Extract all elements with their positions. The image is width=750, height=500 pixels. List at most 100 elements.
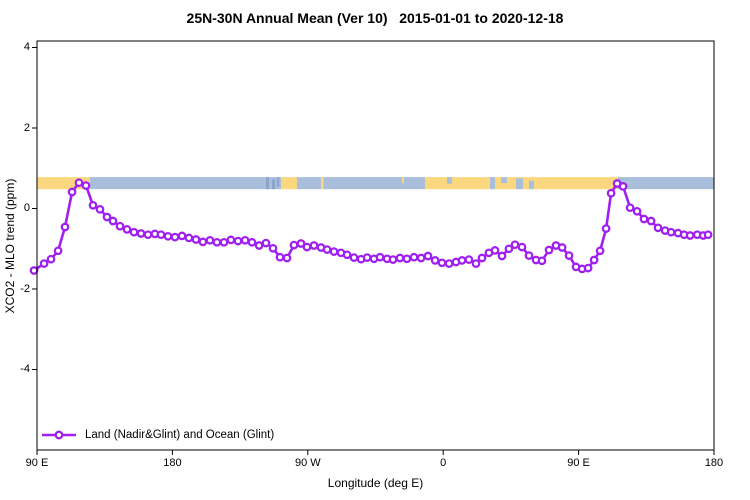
data-point-marker xyxy=(240,235,250,245)
data-point-marker xyxy=(136,229,146,238)
data-point-marker xyxy=(601,224,611,233)
data-point-marker xyxy=(247,237,257,247)
data-point-marker xyxy=(275,252,285,262)
data-point-marker xyxy=(53,246,63,256)
data-point-marker xyxy=(517,242,527,252)
data-point-marker xyxy=(703,230,713,240)
legend-label: Land (Nadir&Glint) and Ocean (Glint) xyxy=(85,429,275,441)
data-point-marker xyxy=(402,254,412,264)
data-point-marker xyxy=(497,251,507,261)
x-tick-label: 180 xyxy=(163,457,182,469)
map-band-segment-land xyxy=(281,177,297,190)
data-point-marker xyxy=(309,241,319,250)
data-point-marker xyxy=(226,235,236,245)
data-point-marker xyxy=(349,253,359,262)
data-point-marker xyxy=(95,204,105,214)
data-point-marker xyxy=(595,246,605,256)
map-band-detail-shade xyxy=(271,179,276,190)
data-point-marker xyxy=(583,263,593,273)
data-point-marker xyxy=(457,256,467,265)
data-point-marker xyxy=(322,245,332,254)
data-point-marker xyxy=(67,187,77,197)
data-point-marker xyxy=(102,212,112,222)
data-point-marker xyxy=(437,258,447,268)
map-band-detail-ocean xyxy=(500,177,507,184)
data-point-marker xyxy=(143,230,153,240)
data-point-marker xyxy=(409,252,419,262)
data-point-marker xyxy=(254,241,264,250)
data-point-marker xyxy=(163,231,173,241)
data-point-marker xyxy=(115,221,125,231)
x-tick-label: 90 E xyxy=(25,457,49,469)
map-band-detail-ocean xyxy=(516,178,523,190)
y-tick-label: 0 xyxy=(23,202,30,214)
data-point-marker xyxy=(416,253,426,263)
map-band-detail-shade xyxy=(265,177,269,190)
x-axis-title: Longitude (deg E) xyxy=(327,476,424,490)
data-point-marker xyxy=(329,247,339,256)
map-band-segment-ocean xyxy=(296,177,322,190)
data-point-marker xyxy=(29,266,39,275)
data-point-marker xyxy=(88,200,98,210)
y-tick-label: 4 xyxy=(23,41,30,53)
data-point-marker xyxy=(625,203,635,213)
data-point-marker xyxy=(490,246,500,255)
data-point-marker xyxy=(184,233,194,243)
data-point-marker xyxy=(666,227,676,237)
data-point-marker xyxy=(544,245,554,255)
data-point-marker xyxy=(471,259,481,268)
data-point-marker xyxy=(395,253,405,263)
map-band-detail-shade xyxy=(276,177,280,187)
data-point-marker xyxy=(268,243,278,253)
data-point-marker xyxy=(289,240,299,250)
data-point-marker xyxy=(504,244,514,254)
latitude-map-band xyxy=(37,177,714,190)
legend: Land (Nadir&Glint) and Ocean (Glint) xyxy=(41,429,274,441)
map-band-segment-ocean xyxy=(618,177,714,190)
data-point-marker xyxy=(606,188,616,198)
data-point-marker xyxy=(375,252,385,262)
data-point-marker xyxy=(639,214,649,224)
legend-marker-icon xyxy=(54,430,64,440)
data-point-marker xyxy=(524,251,534,260)
data-point-marker xyxy=(60,222,70,232)
data-point-marker xyxy=(557,243,567,252)
data-point-marker xyxy=(296,239,306,248)
data-point-marker xyxy=(618,182,628,191)
data-point-marker xyxy=(108,216,118,226)
data-point-marker xyxy=(430,256,440,265)
data-point-marker xyxy=(282,253,292,263)
data-point-marker xyxy=(537,256,547,266)
data-series-layer xyxy=(29,178,713,275)
y-tick-label: -2 xyxy=(20,282,30,295)
axis-tick-marks xyxy=(32,47,715,455)
data-point-marker xyxy=(653,223,663,233)
x-tick-label: 180 xyxy=(704,457,724,469)
data-point-marker xyxy=(589,255,599,265)
data-point-marker xyxy=(46,254,56,264)
data-point-marker xyxy=(423,251,433,261)
data-point-marker xyxy=(510,240,520,250)
x-tick-label: 90 E xyxy=(567,457,590,469)
map-band-segment-ocean xyxy=(89,177,282,190)
data-point-marker xyxy=(129,227,139,237)
data-point-marker xyxy=(444,259,454,268)
data-point-marker xyxy=(261,238,271,248)
data-point-marker xyxy=(212,237,222,247)
plot-border xyxy=(36,40,715,451)
data-point-marker xyxy=(632,206,642,216)
data-point-marker xyxy=(233,236,243,246)
map-band-detail-ocean xyxy=(489,177,495,190)
data-point-marker xyxy=(477,253,487,263)
x-tick-label: 90 W xyxy=(294,457,321,469)
data-point-marker xyxy=(177,231,187,241)
data-point-marker xyxy=(219,237,229,247)
data-point-marker xyxy=(74,178,84,188)
map-band-detail-land xyxy=(401,177,404,184)
data-point-marker xyxy=(39,259,49,268)
map-band-segment-land xyxy=(321,177,324,190)
data-point-marker xyxy=(342,250,352,260)
data-point-marker xyxy=(156,230,166,240)
legend-line-marker-icon xyxy=(42,430,76,440)
